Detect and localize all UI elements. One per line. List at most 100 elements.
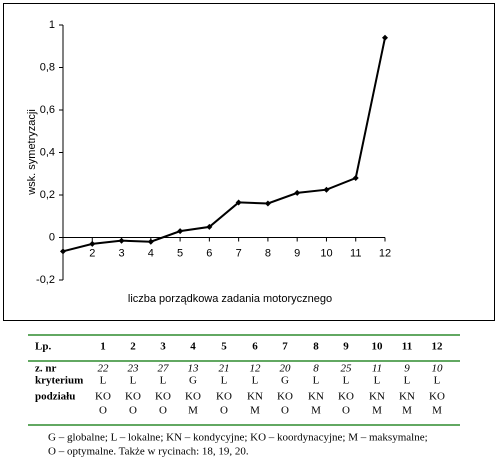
table-cell: 25 bbox=[341, 363, 353, 375]
table-cell: KO bbox=[95, 391, 111, 403]
table-header-cell: 11 bbox=[402, 341, 412, 353]
table-cell: 9 bbox=[404, 363, 410, 375]
table-cell: KO bbox=[429, 391, 445, 403]
footnote: O – optymalne. Także w rycinach: 18, 19,… bbox=[48, 446, 249, 458]
table-header-cell: 2 bbox=[130, 341, 136, 353]
table-header-cell: 1 bbox=[100, 341, 106, 353]
data-point bbox=[264, 200, 271, 207]
table-cell: M bbox=[250, 405, 260, 417]
table-cell: KO bbox=[125, 391, 141, 403]
table-cell: L bbox=[252, 375, 259, 387]
table-cell: KO bbox=[185, 391, 201, 403]
data-line bbox=[62, 37, 386, 253]
table-cell: M bbox=[311, 405, 321, 417]
table-header-cell: 3 bbox=[160, 341, 166, 353]
table-cell: L bbox=[160, 375, 167, 387]
data-point bbox=[60, 248, 66, 255]
table-row-label: kryterium bbox=[35, 375, 83, 387]
data-point bbox=[323, 186, 330, 193]
table-cell: L bbox=[100, 375, 107, 387]
table-cell: L bbox=[130, 375, 137, 387]
table-cell: KO bbox=[277, 391, 293, 403]
table-cell: 11 bbox=[372, 363, 382, 375]
footnote: G – globalne; L – lokalne; KN – kondycyj… bbox=[48, 432, 428, 444]
y-tick-label: 0,2 bbox=[40, 189, 55, 201]
table-header-cell: 7 bbox=[282, 341, 288, 353]
y-tick-label: 0,6 bbox=[40, 104, 55, 116]
data-point bbox=[147, 238, 154, 245]
x-tick-label: 3 bbox=[118, 247, 124, 259]
y-tick-label: 0 bbox=[49, 231, 55, 243]
table-cell: 10 bbox=[432, 363, 444, 375]
x-tick-label: 8 bbox=[265, 247, 271, 259]
table-cell: KO bbox=[338, 391, 354, 403]
x-axis-label: liczba porządkowa zadania motorycznego bbox=[128, 293, 332, 305]
x-tick-label: 11 bbox=[350, 247, 361, 259]
table-cell: L bbox=[434, 375, 441, 387]
x-tick-label: 9 bbox=[294, 247, 300, 259]
table-cell: O bbox=[281, 405, 289, 417]
table-cell: 22 bbox=[98, 363, 110, 375]
x-tick-label: 6 bbox=[206, 247, 212, 259]
data-point bbox=[118, 237, 125, 244]
data-point bbox=[206, 223, 213, 230]
table-cell: 23 bbox=[128, 363, 140, 375]
x-tick-label: 4 bbox=[148, 247, 154, 259]
data-point bbox=[352, 175, 359, 181]
table-cell: L bbox=[404, 375, 411, 387]
table-cell: KN bbox=[369, 391, 385, 403]
table-cell: 20 bbox=[280, 363, 292, 375]
table-header-cell: 12 bbox=[432, 341, 444, 353]
table-cell: O bbox=[99, 405, 107, 417]
table-cell: 27 bbox=[158, 363, 170, 375]
table-row-label: z. nr bbox=[35, 363, 57, 375]
table-cell: 13 bbox=[188, 363, 200, 375]
table-cell: L bbox=[374, 375, 381, 387]
x-tick-label: 2 bbox=[89, 247, 95, 259]
x-tick-label: 12 bbox=[379, 247, 391, 259]
table-header-cell: 6 bbox=[252, 341, 258, 353]
table-cell: G bbox=[281, 375, 289, 387]
table-cell: 12 bbox=[250, 363, 262, 375]
table-cell: L bbox=[221, 375, 228, 387]
y-tick-label: 1 bbox=[49, 19, 55, 31]
table-cell: M bbox=[402, 405, 412, 417]
table-header-cell: 8 bbox=[313, 341, 319, 353]
table-cell: O bbox=[220, 405, 228, 417]
table-cell: KO bbox=[216, 391, 232, 403]
y-axis-label: wsk. symetryzacji bbox=[26, 109, 38, 196]
table-cell: O bbox=[129, 405, 137, 417]
chart-frame bbox=[3, 3, 495, 321]
x-tick-label: 5 bbox=[177, 247, 183, 259]
y-tick-label: 0,8 bbox=[40, 61, 55, 73]
data-point bbox=[235, 199, 242, 206]
table-cell: KN bbox=[247, 391, 263, 403]
x-tick-label: 10 bbox=[320, 247, 332, 259]
table-cell: 8 bbox=[313, 363, 319, 375]
data-point bbox=[294, 189, 301, 196]
table-cell: KO bbox=[155, 391, 171, 403]
table-cell: KN bbox=[399, 391, 415, 403]
table-cell: 21 bbox=[219, 363, 230, 375]
table-cell: M bbox=[188, 405, 198, 417]
table-cell: M bbox=[372, 405, 382, 417]
table-header-cell: 10 bbox=[372, 341, 384, 353]
table-cell: KN bbox=[308, 391, 324, 403]
x-tick-label: 7 bbox=[236, 247, 242, 259]
table-header-cell: 9 bbox=[343, 341, 349, 353]
data-point bbox=[177, 228, 184, 235]
table-row-label: podziału bbox=[35, 391, 75, 403]
table-header-cell: Lp. bbox=[35, 341, 51, 353]
table-cell: L bbox=[343, 375, 350, 387]
y-tick-label: -0,2 bbox=[36, 274, 55, 286]
table-cell: O bbox=[159, 405, 167, 417]
table-header-cell: 5 bbox=[221, 341, 227, 353]
table-cell: G bbox=[189, 375, 197, 387]
table-cell: L bbox=[313, 375, 320, 387]
y-tick-label: 0,4 bbox=[40, 146, 55, 158]
data-point bbox=[382, 34, 388, 41]
table-header-cell: 4 bbox=[190, 341, 196, 353]
table-cell: O bbox=[342, 405, 350, 417]
